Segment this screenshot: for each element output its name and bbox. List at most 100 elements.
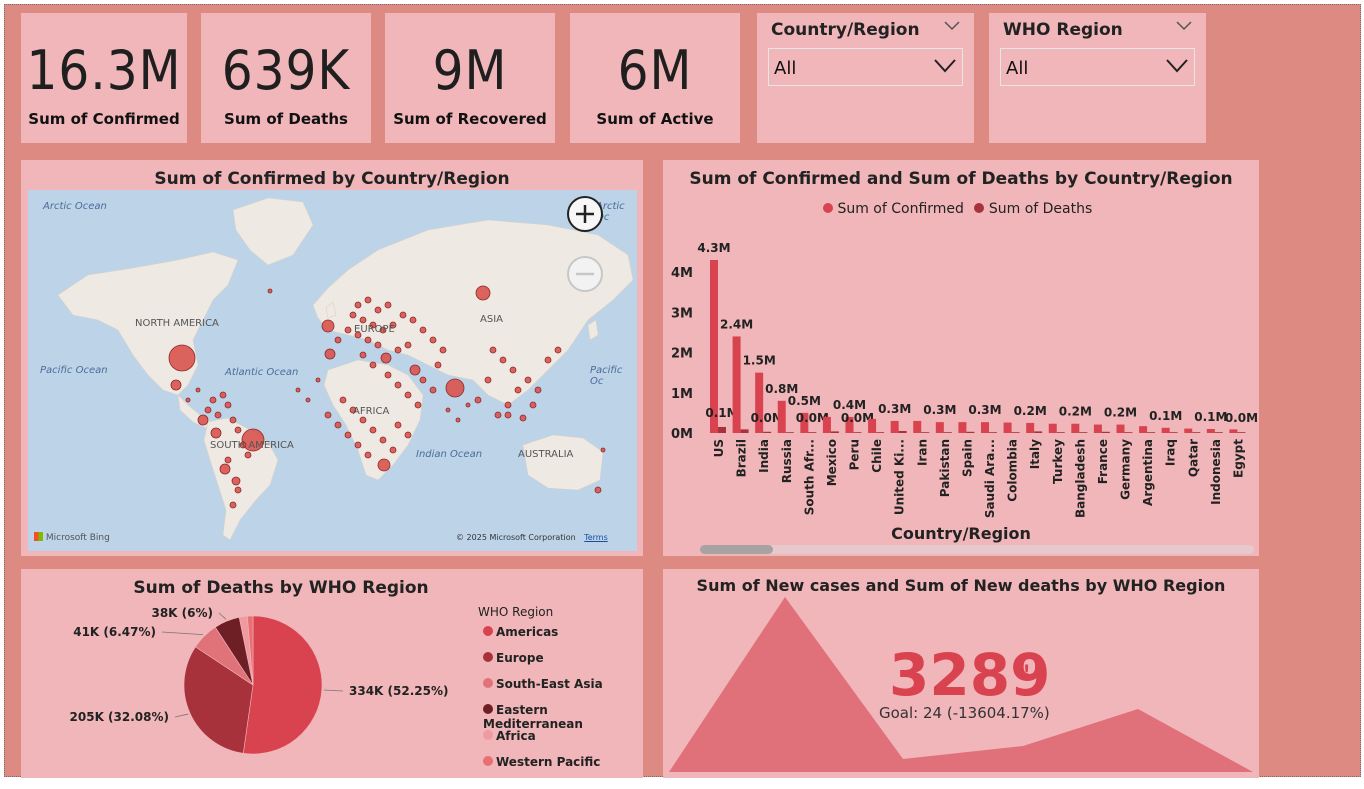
pie-plot-area: 334K (52.25%) 205K (32.08%) 41K (6.47%) 38K…	[70, 606, 448, 755]
visual-title: Sum of Deaths by WHO Region	[133, 578, 429, 598]
legend-item[interactable]: Eastern Mediterranean	[483, 703, 643, 731]
kpi-card-confirmed[interactable]: 16.3M Sum of Confirmed	[21, 13, 187, 143]
slicer-who-region[interactable]: WHO Region All	[989, 13, 1206, 143]
pie-slice	[242, 615, 323, 755]
slicer-title: Country/Region	[771, 20, 920, 40]
bar-confirmed	[1071, 423, 1080, 433]
legend-item[interactable]: Africa	[483, 729, 536, 743]
map-bubble	[185, 397, 191, 403]
map-bubble	[209, 396, 217, 404]
data-label-confirmed: 2.4M	[720, 317, 753, 331]
pie-chart-visual[interactable]: Sum of Deaths by WHO Region 334K (52.25%…	[21, 569, 643, 778]
x-tick-label: Iraq	[1164, 439, 1178, 466]
legend-item[interactable]: Western Pacific	[483, 755, 600, 769]
map-bubble	[210, 427, 222, 439]
chevron-down-icon[interactable]	[944, 21, 960, 31]
bar-deaths	[763, 431, 772, 433]
y-tick-label: 2M	[671, 347, 693, 362]
bar-confirmed	[777, 400, 786, 433]
x-tick-label: Peru	[848, 439, 862, 470]
x-tick-label: Turkey	[1051, 439, 1065, 484]
data-label-confirmed: 0.8M	[765, 382, 798, 396]
kpi-label: Sum of Active	[596, 110, 714, 128]
bar-confirmed	[981, 422, 989, 433]
report-canvas: 16.3M Sum of Confirmed 639K Sum of Death…	[4, 4, 1361, 778]
legend-item[interactable]: Americas	[483, 625, 558, 639]
map-bubble	[374, 341, 382, 349]
bar-confirmed	[958, 422, 967, 433]
map-bubble	[509, 366, 517, 374]
map-bubble	[195, 387, 201, 393]
legend-label: Americas	[496, 625, 559, 639]
map-bubble	[305, 397, 311, 403]
legend-item[interactable]: South-East Asia	[483, 677, 603, 691]
terms-link[interactable]: Terms	[584, 533, 608, 542]
bar-confirmed	[732, 336, 741, 433]
map-bubble	[519, 414, 527, 422]
map-visual[interactable]: Sum of Confirmed by Country/Region Arcti	[21, 160, 643, 556]
kpi-value: 639K	[221, 39, 351, 102]
land-uk	[325, 301, 337, 319]
chevron-down-icon[interactable]	[1176, 21, 1192, 31]
slicer-dropdown[interactable]: All	[768, 48, 963, 86]
bing-label: Microsoft Bing	[45, 533, 110, 543]
data-label-deaths: 0.0M	[841, 411, 874, 425]
bar-confirmed	[1184, 428, 1193, 433]
slicer-country-region[interactable]: Country/Region All	[757, 13, 974, 143]
map-bubble	[349, 311, 357, 319]
leader-line	[323, 689, 344, 692]
bar-confirmed	[1026, 422, 1035, 433]
bar-confirmed	[1116, 424, 1125, 433]
leader-line	[161, 631, 204, 635]
map-bubble	[359, 316, 367, 324]
map-bubble	[219, 463, 231, 475]
kpi-area-visual[interactable]: Sum of New cases and Sum of New deaths b…	[663, 569, 1259, 778]
pie-data-label: 41K (6.47%)	[73, 625, 156, 639]
x-tick-label: Chile	[870, 439, 884, 473]
slicer-selected-value: All	[774, 58, 797, 79]
map-bubble	[524, 376, 532, 384]
zoom-in-button[interactable]	[566, 195, 604, 233]
bar-deaths	[921, 432, 930, 433]
bar-deaths	[943, 432, 952, 433]
bar-chart-visual[interactable]: Sum of Confirmed and Sum of Deaths by Co…	[663, 160, 1259, 556]
kpi-value: 9M	[432, 39, 508, 102]
visual-title: Sum of New cases and Sum of New deaths b…	[696, 576, 1226, 595]
land-australia	[522, 434, 604, 491]
kpi-card-active[interactable]: 6M Sum of Active	[570, 13, 740, 143]
chevron-down-icon	[934, 59, 956, 73]
map-bubble	[504, 401, 512, 409]
legend-item[interactable]: Europe	[483, 651, 544, 665]
world-map[interactable]: Arctic Ocean Arctic Oc Pacific Ocean Pac…	[28, 190, 637, 551]
legend-label: Eastern Mediterranean	[483, 703, 583, 731]
bar-confirmed	[1003, 422, 1012, 433]
bar-deaths	[876, 432, 885, 433]
bar-confirmed	[935, 422, 944, 433]
legend-label: Western Pacific	[496, 755, 601, 769]
kpi-card-recovered[interactable]: 9M Sum of Recovered	[385, 13, 555, 143]
zoom-out-button[interactable]	[566, 255, 604, 293]
map-bubble	[600, 447, 606, 453]
horizontal-scrollbar[interactable]	[700, 545, 1254, 554]
slicer-dropdown[interactable]: All	[1000, 48, 1195, 86]
x-tick-label: South Afr...	[802, 439, 816, 515]
map-bubble	[380, 352, 392, 364]
bar-confirmed	[913, 420, 922, 433]
bing-icon	[34, 532, 43, 541]
map-bubble	[504, 411, 512, 419]
bar-deaths	[1079, 432, 1088, 433]
kpi-label: Sum of Deaths	[224, 110, 348, 128]
map-bubble	[489, 346, 497, 354]
kpi-card-deaths[interactable]: 639K Sum of Deaths	[201, 13, 371, 143]
map-bubble	[168, 344, 196, 372]
data-label-confirmed: 0.3M	[968, 403, 1001, 417]
ocean-label-arctic-right: Arctic Oc	[596, 201, 625, 223]
pie-data-label: 38K (6%)	[151, 606, 213, 620]
bar-deaths	[830, 431, 839, 433]
map-bubble	[529, 401, 537, 409]
data-label-confirmed: 0.1M	[1149, 409, 1182, 423]
y-tick-label: 3M	[671, 306, 693, 321]
map-bubble	[499, 356, 507, 364]
x-tick-label: Pakistan	[938, 439, 952, 497]
scrollbar-thumb[interactable]	[700, 545, 773, 554]
